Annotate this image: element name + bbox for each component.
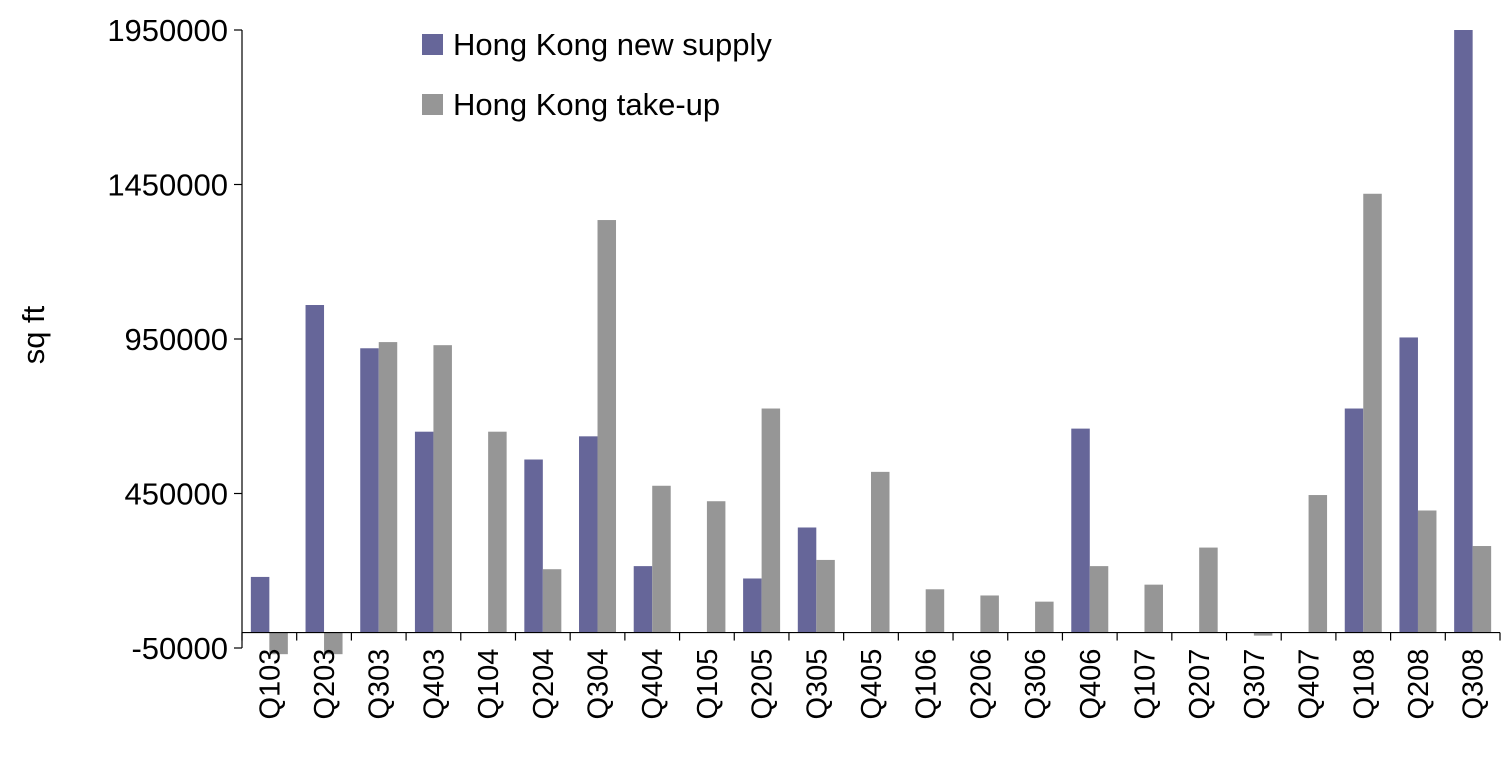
bar-new-supply-Q203 — [305, 305, 325, 633]
bar-take-up-Q203 — [324, 632, 343, 655]
bar-take-up-Q105 — [706, 501, 726, 633]
x-tick-label: Q107 — [1129, 649, 1161, 720]
labels-layer: -50000 450000 950000 1450000 1950000 Q103 Q203… — [107, 13, 1489, 720]
legend-label-take-up: Hong Kong take-up — [453, 87, 720, 122]
x-tick-label: Q403 — [418, 649, 450, 720]
x-tick-label: Q307 — [1239, 649, 1271, 720]
bar-take-up-Q305 — [816, 559, 835, 633]
bar-take-up-Q206 — [980, 595, 999, 633]
legend-label-new-supply: Hong Kong new supply — [453, 27, 772, 62]
y-axis-label: sq ft — [16, 305, 51, 364]
bar-new-supply-Q204 — [524, 459, 543, 633]
bar-take-up-Q405 — [871, 471, 890, 633]
axes-layer — [234, 29, 1501, 649]
x-tick-label: Q407 — [1294, 649, 1326, 720]
bars-layer — [250, 30, 1492, 655]
bar-take-up-Q406 — [1089, 566, 1109, 633]
bar-take-up-Q403 — [433, 345, 452, 633]
x-tick-label: Q106 — [911, 649, 943, 720]
bar-take-up-Q207 — [1199, 547, 1218, 633]
x-tick-label: Q303 — [364, 649, 396, 720]
bar-new-supply-Q208 — [1399, 337, 1418, 633]
bar-new-supply-Q308 — [1454, 30, 1473, 633]
bar-take-up-Q104 — [488, 431, 507, 633]
bar-new-supply-Q205 — [743, 578, 762, 633]
bar-take-up-Q404 — [652, 485, 671, 633]
x-tick-label: Q208 — [1403, 649, 1435, 720]
x-tick-label: Q207 — [1184, 649, 1216, 720]
x-tick-label: Q306 — [1020, 649, 1052, 720]
bar-take-up-Q304 — [597, 220, 617, 633]
bar-take-up-Q106 — [925, 589, 945, 633]
x-tick-label: Q103 — [254, 649, 286, 720]
x-tick-label: Q304 — [583, 649, 615, 720]
legend-swatch-new-supply — [422, 34, 443, 55]
bar-new-supply-Q406 — [1071, 428, 1090, 633]
x-tick-label: Q105 — [692, 649, 724, 720]
y-tick-label: 1950000 — [107, 13, 228, 48]
bar-new-supply-Q403 — [414, 431, 434, 633]
x-tick-label: Q405 — [856, 649, 888, 720]
bar-take-up-Q108 — [1363, 193, 1382, 633]
x-tick-label: Q203 — [309, 649, 341, 720]
bar-take-up-Q306 — [1035, 601, 1054, 633]
bar-new-supply-Q103 — [250, 576, 270, 633]
legend-swatch-take-up — [422, 94, 443, 115]
y-tick-label: 950000 — [125, 322, 228, 357]
y-tick-label: 1450000 — [107, 168, 228, 203]
bar-take-up-Q208 — [1417, 510, 1437, 633]
bar-new-supply-Q404 — [633, 566, 653, 633]
bar-take-up-Q103 — [269, 632, 288, 655]
x-tick-label: Q108 — [1348, 649, 1380, 720]
x-tick-label: Q406 — [1075, 649, 1107, 720]
x-tick-label: Q204 — [528, 649, 560, 720]
bar-take-up-Q204 — [542, 569, 562, 633]
bar-new-supply-Q303 — [360, 348, 379, 633]
bar-take-up-Q407 — [1308, 495, 1328, 633]
y-tick-label: -50000 — [131, 631, 228, 666]
x-tick-label: Q104 — [473, 649, 505, 720]
bar-take-up-Q307 — [1253, 632, 1273, 636]
bar-take-up-Q308 — [1472, 546, 1492, 633]
x-tick-label: Q305 — [801, 649, 833, 720]
bar-take-up-Q303 — [378, 342, 398, 633]
x-tick-label: Q206 — [965, 649, 997, 720]
bar-new-supply-Q304 — [579, 436, 598, 633]
bar-take-up-Q107 — [1144, 584, 1163, 633]
x-tick-label: Q308 — [1458, 649, 1490, 720]
bar-take-up-Q205 — [761, 408, 781, 633]
legend: Hong Kong new supply Hong Kong take-up — [422, 27, 772, 122]
bar-new-supply-Q108 — [1344, 408, 1364, 633]
y-tick-label: 450000 — [125, 477, 228, 512]
x-tick-label: Q205 — [747, 649, 779, 720]
bar-new-supply-Q305 — [797, 527, 817, 633]
x-tick-label: Q404 — [637, 649, 669, 720]
